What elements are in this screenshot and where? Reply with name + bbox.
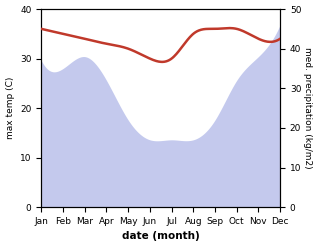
Y-axis label: med. precipitation (kg/m2): med. precipitation (kg/m2): [303, 47, 313, 169]
Y-axis label: max temp (C): max temp (C): [5, 77, 15, 139]
X-axis label: date (month): date (month): [122, 231, 200, 242]
